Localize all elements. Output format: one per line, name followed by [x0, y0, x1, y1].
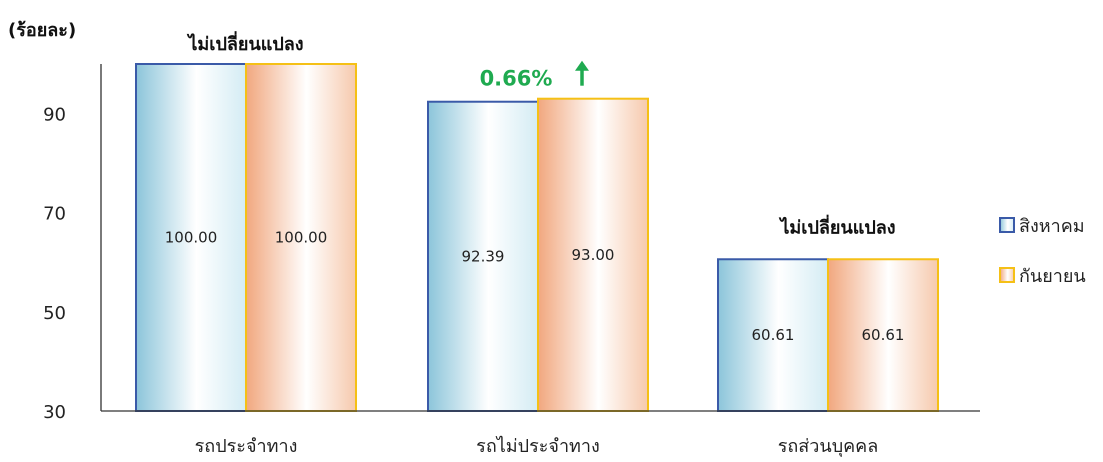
- x-tick-label: รถส่วนบุคคล: [778, 436, 879, 457]
- bar-september-0: [245, 63, 357, 412]
- data-label: 93.00: [572, 246, 615, 264]
- data-label: 100.00: [165, 229, 218, 247]
- axes-layer: 30 50 70 90: [43, 64, 980, 423]
- x-tick-label: รถไม่ประจำทาง: [476, 435, 600, 457]
- data-label: 60.61: [752, 326, 795, 344]
- data-label: 60.61: [862, 326, 905, 344]
- bar-september-2: [827, 258, 939, 413]
- legend-swatch-september: [999, 267, 1015, 283]
- change-annotation: ไม่เปลี่ยนแปลง: [186, 31, 303, 55]
- y-tick-label: 90: [43, 105, 66, 126]
- legend-swatch-august: [999, 217, 1015, 233]
- bars-layer: [135, 63, 939, 413]
- bar-september-1: [537, 97, 649, 412]
- y-tick-label: 50: [43, 303, 66, 324]
- legend-label-september: กันยายน: [1019, 266, 1086, 287]
- data-label: 92.39: [462, 247, 505, 265]
- y-tick-label: 30: [43, 402, 66, 423]
- y-unit-label: (ร้อยละ): [8, 20, 76, 41]
- legend-label-august: สิงหาคม: [1019, 216, 1085, 237]
- change-annotation: 0.66%: [480, 67, 553, 91]
- labels-layer: 100.00 100.00 รถประจำทาง 92.39 93.00 รถไม่ประ…: [165, 229, 905, 458]
- bar-august-1: [427, 100, 539, 413]
- x-tick-label: รถประจำทาง: [195, 436, 298, 457]
- data-label: 100.00: [275, 229, 328, 247]
- y-tick-label: 70: [43, 204, 66, 225]
- annotations-layer: ไม่เปลี่ยนแปลง 0.66% ไม่เปลี่ยนแปลง: [186, 31, 895, 238]
- change-annotation: ไม่เปลี่ยนแปลง: [778, 214, 895, 238]
- bar-august-0: [135, 63, 247, 412]
- legend: สิงหาคม กันยายน: [999, 216, 1086, 287]
- up-arrow-head-icon: [575, 60, 589, 71]
